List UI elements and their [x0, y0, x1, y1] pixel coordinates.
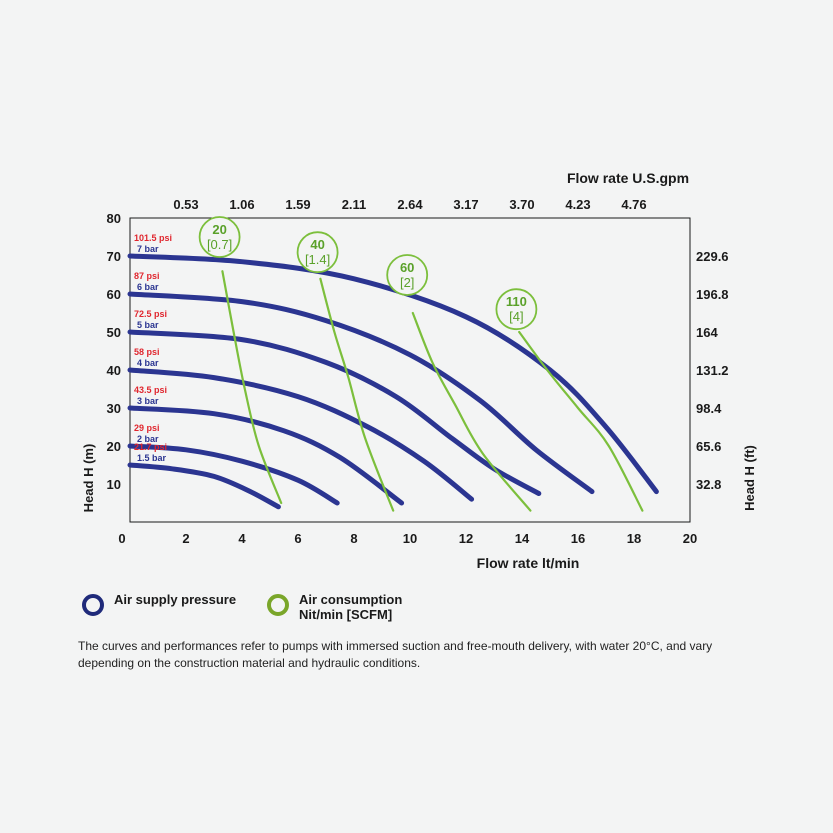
bar-label: 7 bar — [137, 244, 159, 254]
air-label-scfm: [1.4] — [305, 252, 330, 267]
pressure-curve — [127, 443, 340, 506]
x2-tick-label: 3.17 — [453, 197, 478, 212]
x2-tick-label: 0.53 — [173, 197, 198, 212]
x-tick-label: 4 — [238, 531, 246, 546]
legend-consumption-label: Air consumption Nit/min [SCFM] — [299, 592, 403, 622]
y-tick-label: 50 — [107, 325, 121, 340]
y2-tick-label: 131.2 — [696, 363, 729, 378]
y-tick-label: 70 — [107, 249, 121, 264]
psi-label: 43.5 psi — [134, 385, 167, 395]
air-label-value: 40 — [310, 237, 324, 252]
green-ring-icon — [267, 594, 289, 616]
x-tick-label: 16 — [571, 531, 585, 546]
pressure-curve — [127, 253, 659, 495]
air-curve — [411, 311, 532, 512]
air-label-value: 60 — [400, 260, 414, 275]
pressure-curve — [127, 405, 405, 506]
y2-tick-label: 164 — [696, 325, 718, 340]
x-tick-label: 20 — [683, 531, 697, 546]
air-label-circle — [386, 254, 429, 296]
bar-label: 3 bar — [137, 396, 159, 406]
y-tick-label: 20 — [107, 439, 121, 454]
x-tick-label: 14 — [515, 531, 530, 546]
x-tick-label: 0 — [118, 531, 125, 546]
x2-tick-label: 2.11 — [342, 197, 367, 212]
air-label-circle — [495, 288, 538, 331]
blue-ring-icon — [82, 594, 104, 616]
air-label-scfm: [4] — [509, 309, 523, 324]
x2-axis-title: Flow rate U.S.gpm — [567, 170, 689, 186]
air-label-circle — [296, 231, 339, 274]
y2-tick-label: 65.6 — [696, 439, 721, 454]
pressure-curve — [127, 367, 475, 502]
y-tick-label: 10 — [107, 477, 121, 492]
bar-label: 6 bar — [137, 282, 159, 292]
x-tick-label: 2 — [182, 531, 189, 546]
y-tick-label: 60 — [107, 287, 121, 302]
axes: 0 2 4 6 8 10 12 14 16 18 20 10 20 30 40 50 60 70 80 0.53 1.0… — [107, 197, 729, 546]
x2-tick-label: 4.23 — [565, 197, 590, 212]
legend-supply-label: Air supply pressure — [114, 592, 237, 607]
air-label-value: 20 — [212, 222, 226, 237]
y2-tick-label: 229.6 — [696, 249, 729, 264]
x-tick-label: 6 — [294, 531, 301, 546]
bar-label: 4 bar — [137, 358, 159, 368]
air-label-circle — [198, 216, 241, 258]
air-label-scfm: [0.7] — [207, 237, 232, 252]
x2-tick-label: 3.70 — [509, 197, 534, 212]
legend-consumption: Air consumption Nit/min [SCFM] — [267, 592, 429, 622]
x2-tick-label: 1.59 — [285, 197, 310, 212]
air-curve — [518, 330, 644, 512]
y2-tick-label: 32.8 — [696, 477, 721, 492]
pressure-curve — [127, 291, 595, 495]
chart-footnote: The curves and performances refer to pum… — [78, 639, 713, 670]
x2-tick-label: 4.76 — [621, 197, 646, 212]
psi-label: 87 psi — [134, 271, 160, 281]
x-tick-label: 12 — [459, 531, 473, 546]
pressure-curve — [127, 462, 281, 510]
bar-label: 2 bar — [137, 434, 159, 444]
legend-supply: Air supply pressure — [82, 592, 244, 616]
psi-label: 58 psi — [134, 347, 160, 357]
y-axis-title: Head H (m) — [81, 444, 96, 513]
psi-label: 101.5 psi — [134, 233, 172, 243]
air-label-scfm: [2] — [400, 275, 414, 290]
y2-tick-label: 196.8 — [696, 287, 729, 302]
y-tick-label: 40 — [107, 363, 121, 378]
psi-label: 21.7 psi — [134, 442, 167, 452]
bar-label: 1.5 bar — [137, 453, 167, 463]
y-tick-label: 30 — [107, 401, 121, 416]
y-tick-label: 80 — [107, 211, 121, 226]
x-tick-label: 10 — [403, 531, 417, 546]
bar-label: 5 bar — [137, 320, 159, 330]
x-axis-title: Flow rate lt/min — [477, 555, 580, 571]
y2-tick-label: 98.4 — [696, 401, 722, 416]
psi-label: 72.5 psi — [134, 309, 167, 319]
air-curve — [221, 270, 283, 505]
air-curve — [319, 277, 395, 512]
legend: Air supply pressure Air consumption Nit/… — [82, 592, 782, 632]
air-label-value: 110 — [506, 294, 527, 309]
x2-tick-label: 1.06 — [229, 197, 254, 212]
x-tick-label: 18 — [627, 531, 641, 546]
x2-tick-label: 2.64 — [397, 197, 423, 212]
air-consumption-curves: 20[0.7] 40[1.4] 60[2] 110[4] — [198, 216, 644, 512]
y2-axis-title: Head H (ft) — [742, 445, 757, 511]
x-tick-label: 8 — [350, 531, 357, 546]
psi-label: 29 psi — [134, 423, 160, 433]
